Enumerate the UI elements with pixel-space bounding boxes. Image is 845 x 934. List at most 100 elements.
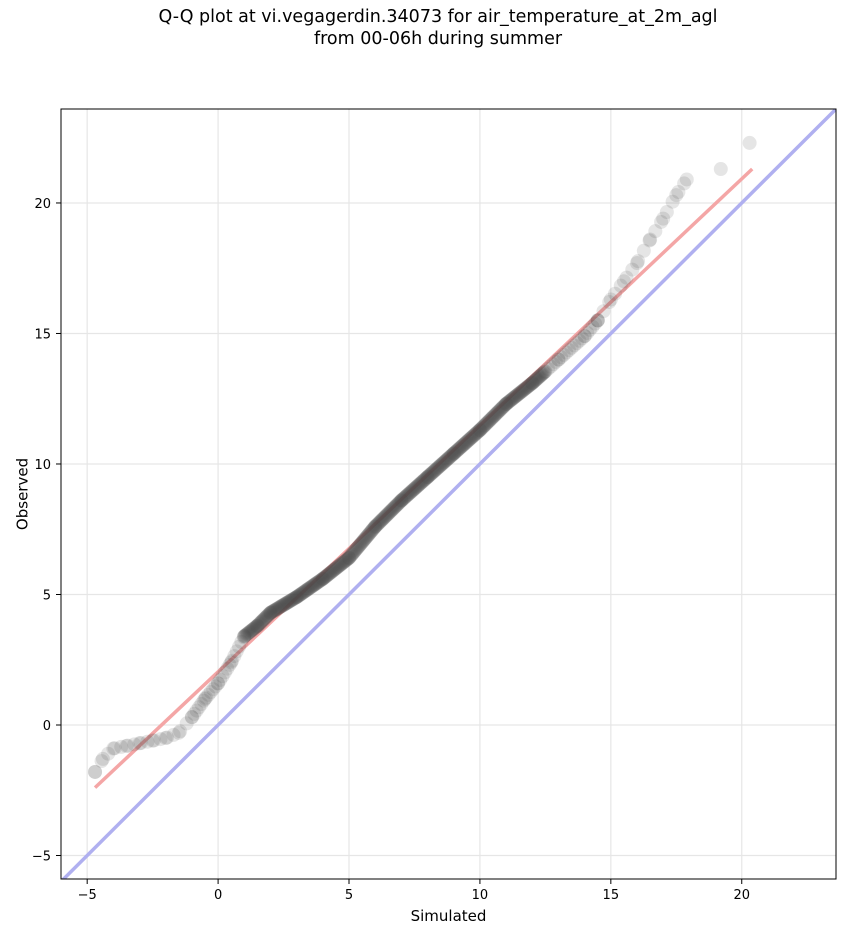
y-tick-label: 15 [34,327,51,342]
quantile-point [507,390,522,405]
quantile-point [259,609,274,624]
quantile-point [189,703,204,718]
quantile-point [484,411,499,426]
quantile-point [344,548,359,563]
quantile-point [372,515,387,530]
quantile-point [476,419,491,434]
quantile-point [442,450,457,465]
quantile-point [525,375,540,390]
quantile-point [229,644,244,659]
quantile-point [407,481,422,496]
quantile-point [659,205,674,220]
quantile-point [243,624,258,639]
quantile-point [220,661,235,676]
identity-line [61,109,836,879]
x-tick-label: −5 [78,888,97,903]
quantile-point [284,593,299,608]
quantile-point [616,274,631,289]
quantile-point [512,386,527,401]
quantile-point [290,589,305,604]
quantile-point [386,501,401,516]
quantile-point [435,456,450,471]
quantile-point [327,562,342,577]
grid [61,109,836,879]
quantile-point [487,408,502,423]
quantile-point [342,550,357,565]
quantile-point [260,609,275,624]
quantile-point [577,329,592,344]
quantile-point [381,506,396,521]
quantile-point [590,313,605,328]
quantile-point [515,384,530,399]
quantile-point [243,623,258,638]
quantile-point [656,211,671,226]
quantile-point [400,487,415,502]
quantile-point [419,471,434,486]
quantile-point [438,454,453,469]
quantile-point [369,517,384,532]
quantile-point [472,423,487,438]
quantile-point [619,270,634,285]
quantile-point [249,619,264,634]
quantile-point [465,429,480,444]
quantile-point [372,514,387,529]
quantile-point [133,736,148,751]
quantile-point [358,530,373,545]
axis-ticks: −5 0 5 10 15 20 −5 0 5 10 15 20 [32,197,750,903]
quantile-point [331,559,346,574]
quantile-point [423,467,438,482]
quantile-point [490,405,505,420]
quantile-point [463,431,478,446]
quantile-point [445,447,460,462]
quantile-point [283,593,298,608]
quantile-point [380,506,395,521]
quantile-point [328,561,343,576]
quantile-point [237,629,252,644]
quantile-point [353,536,368,551]
quantile-point [474,421,489,436]
quantile-point [95,751,110,766]
quantile-point [391,495,406,510]
quantile-point [184,710,199,725]
quantile-point [575,331,590,346]
quantile-point [251,617,266,632]
quantile-point [603,292,618,307]
quantile-point [279,596,294,611]
quantile-point [671,185,686,200]
quantile-point [359,529,374,544]
quantile-point [375,512,390,527]
quantile-point [309,575,324,590]
quantile-point [508,389,523,404]
quantile-point [454,439,469,454]
quantile-point [330,560,345,575]
quantile-point [314,572,329,587]
quantile-point [493,402,508,417]
quantile-point [101,746,116,761]
quantile-point [401,487,416,502]
quantile-point [350,540,365,555]
quantile-point [467,427,482,442]
quantile-point [452,441,467,456]
quantile-point [440,452,455,467]
quantile-point [485,410,500,425]
quantile-point [526,374,541,389]
quantile-point [394,493,409,508]
quantile-point [421,469,436,484]
quantile-point [469,425,484,440]
quantile-point [385,502,400,517]
quantile-point [533,368,548,383]
quantile-point [411,478,426,493]
quantile-point [364,523,379,538]
quantile-point [410,479,425,494]
quantile-point [520,379,535,394]
quantile-point [314,572,329,587]
quantile-point [287,591,302,606]
quantile-point [398,489,413,504]
quantile-point [400,488,415,503]
quantile-point [343,549,358,564]
quantile-points [88,135,757,779]
quantile-point [389,498,404,513]
quantile-point [480,415,495,430]
quantile-point [278,596,293,611]
quantile-point [361,528,376,543]
